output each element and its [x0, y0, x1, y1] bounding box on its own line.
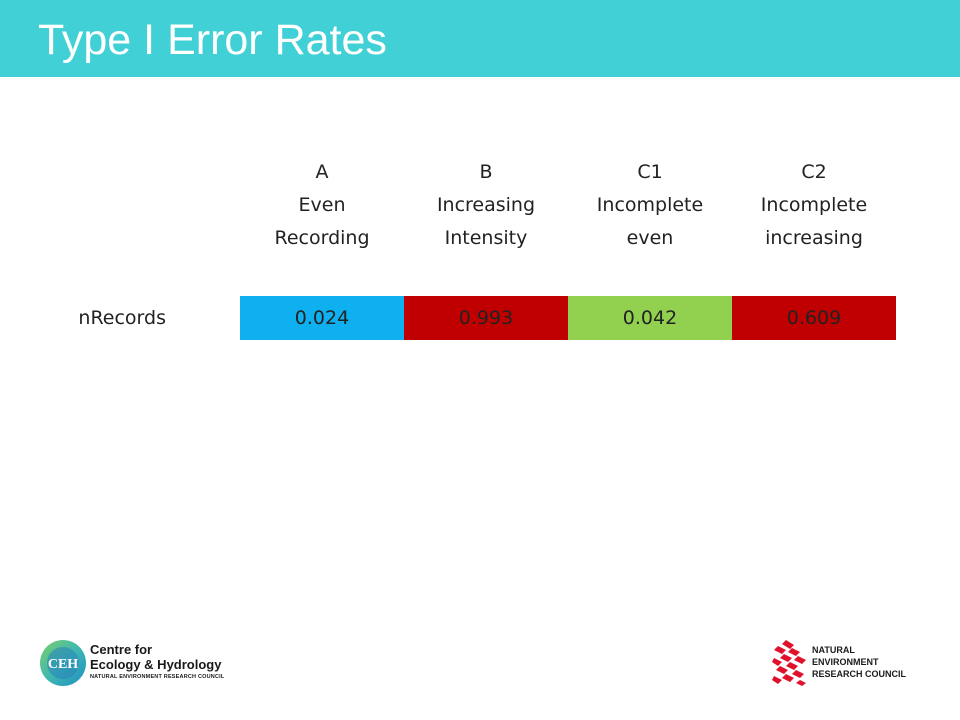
column-letter: A — [315, 161, 329, 183]
column-line1: Incomplete — [760, 194, 868, 216]
ceh-badge-text: CEH — [48, 657, 78, 672]
column-header-c1: C1 Incomplete even — [568, 156, 732, 255]
column-letter: C1 — [637, 161, 663, 183]
nerc-logo: NATURAL ENVIRONMENT RESEARCH COUNCIL — [772, 640, 922, 686]
column-line2: Intensity — [444, 227, 528, 249]
column-letter: B — [479, 161, 493, 183]
column-line1: Incomplete — [596, 194, 704, 216]
column-line1: Increasing — [436, 194, 536, 216]
ceh-logo: CEH Centre for Ecology & Hydrology NATUR… — [38, 638, 248, 688]
column-header-a: A Even Recording — [240, 156, 404, 255]
nerc-line1: NATURAL — [812, 645, 855, 655]
column-line2: increasing — [765, 227, 863, 249]
nerc-logo-icon — [772, 640, 806, 686]
cell-b-value: 0.993 — [404, 296, 568, 340]
column-line2: Recording — [274, 227, 370, 249]
row-label-nrecords: nRecords — [78, 307, 166, 329]
cell-c2-value: 0.609 — [732, 296, 896, 340]
nerc-line2: ENVIRONMENT — [812, 657, 879, 667]
title-bar: Type I Error Rates — [0, 0, 960, 77]
column-header-b: B Increasing Intensity — [404, 156, 568, 255]
column-letter: C2 — [801, 161, 827, 183]
slide-title: Type I Error Rates — [38, 16, 387, 64]
nerc-line3: RESEARCH COUNCIL — [812, 669, 907, 679]
cell-a-value: 0.024 — [240, 296, 404, 340]
column-header-c2: C2 Incomplete increasing — [732, 156, 896, 255]
column-line2: even — [626, 227, 674, 249]
ceh-line3: NATURAL ENVIRONMENT RESEARCH COUNCIL — [90, 674, 225, 680]
ceh-logo-icon: CEH — [40, 640, 86, 686]
ceh-line2: Ecology & Hydrology — [90, 657, 222, 672]
ceh-line1: Centre for — [90, 642, 153, 657]
cell-c1-value: 0.042 — [568, 296, 732, 340]
column-line1: Even — [298, 194, 346, 216]
